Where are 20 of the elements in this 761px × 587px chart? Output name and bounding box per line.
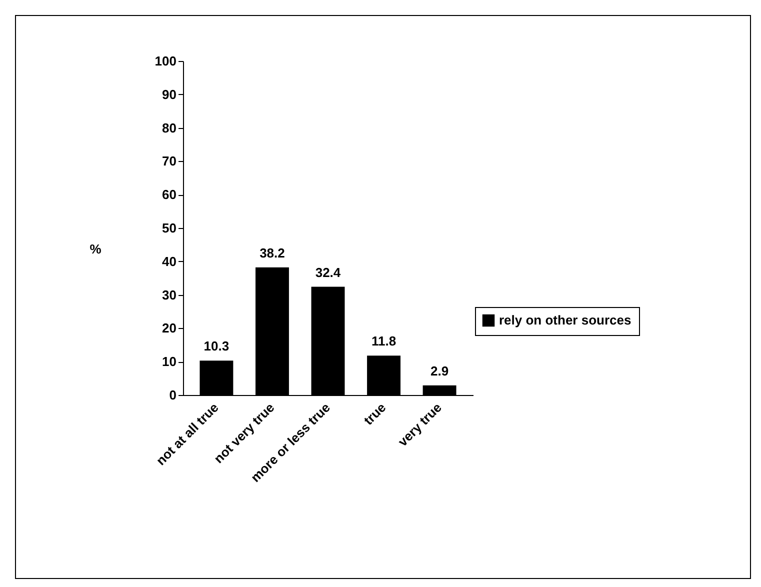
y-tick-label: 100 [154,54,176,68]
data-label: 32.4 [315,264,342,280]
y-tick-label: 0 [169,388,176,402]
y-tick-label: 50 [162,220,176,236]
data-label: 11.8 [371,334,396,349]
y-tick-label: 90 [162,86,176,102]
y-tick-label: 20 [162,320,176,336]
y-tick-label: 10 [162,354,176,370]
legend-label: rely on other sources [499,312,632,328]
x-tick-label: very true [395,400,444,450]
x-tick-label: true [360,400,389,428]
data-label: 2.9 [430,363,449,378]
y-tick-label: 80 [162,120,176,136]
y-tick-label: 40 [162,254,176,269]
y-tick-label: 30 [162,287,176,302]
y-tick-label: 70 [162,154,176,169]
data-label: 38.2 [260,245,285,260]
y-tick-label: 60 [162,187,176,202]
y-axis-title: % [90,242,102,256]
data-label: 10.3 [204,338,230,354]
